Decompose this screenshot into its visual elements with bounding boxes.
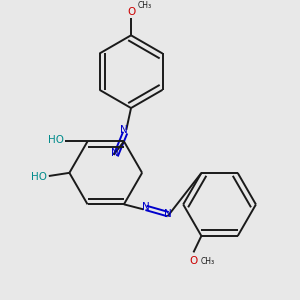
- Text: N: N: [120, 125, 128, 135]
- Text: N: N: [142, 202, 149, 212]
- Text: N: N: [111, 148, 119, 158]
- Text: CH₃: CH₃: [138, 1, 152, 10]
- Text: HO: HO: [48, 135, 64, 145]
- Text: CH₃: CH₃: [200, 257, 214, 266]
- Text: O: O: [127, 7, 135, 17]
- Text: O: O: [189, 256, 198, 266]
- Text: HO: HO: [31, 172, 47, 182]
- Text: N: N: [164, 209, 171, 219]
